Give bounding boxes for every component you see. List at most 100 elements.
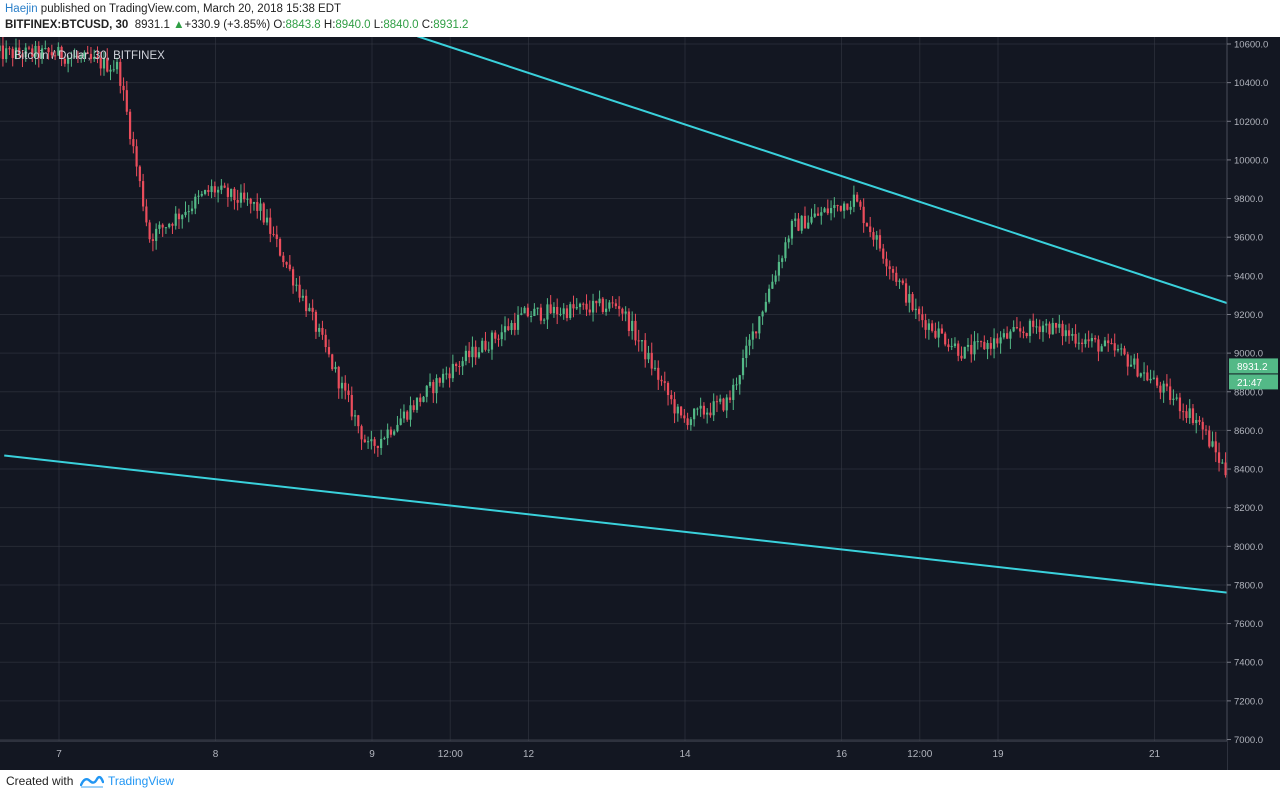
candle-body [722,398,725,411]
candle-body [957,343,960,356]
candle-body [816,213,820,216]
candle-body [803,215,807,229]
price-axis[interactable]: 10600.0 10400.0 10200.0 10000.0 9800.0 9600.0… [1227,40,1268,747]
candle-body [904,283,908,303]
x-tick-label: 12 [523,749,535,760]
candle-body [653,367,657,369]
candle-body [197,195,200,197]
candle-body [569,304,572,318]
candle-body [1074,333,1077,344]
candle-body [1025,333,1028,337]
candle-body [249,198,252,204]
candle-body [627,311,631,331]
candle-body [125,90,128,112]
candle-body [507,326,510,331]
candle-body [487,349,490,351]
candle-body [223,185,226,188]
candle-body [970,344,973,355]
candle-body [14,47,18,59]
candle-body [1191,408,1195,424]
close-label: C: [421,19,434,31]
candle-body [50,52,53,56]
price-tags: 8931.2 21:47 [1229,358,1278,390]
candle-body [927,323,930,330]
candle-body [745,345,748,359]
candle-body [921,314,924,321]
last-price-tag [1229,358,1278,374]
candle-body [738,375,741,385]
tradingview-logo-icon[interactable] [80,773,104,789]
candle-body [1211,441,1214,447]
candle-body [318,327,321,332]
candle-body [428,382,432,386]
candle-body [337,366,340,389]
x-tick-label: 21 [1149,749,1161,760]
candle-body [67,57,70,64]
x-tick-label: 16 [836,749,848,760]
publish-info: Haejin published on TradingView.com, Mar… [5,3,341,15]
candle-body [415,397,419,410]
candle-body [155,228,158,241]
trendlines [4,37,1280,600]
chart-title: Bitcoin / Dollar, 30, BITFINEX [14,50,165,62]
candle-body [213,186,216,193]
candle-body [849,206,852,210]
candle-body [702,405,706,415]
candle-body [614,303,617,307]
candle-body [190,208,194,212]
candle-body [1201,421,1204,430]
candle-body [441,373,445,383]
candle-body [908,294,911,303]
candle-body [761,311,764,317]
tradingview-brand[interactable]: TradingView [108,774,175,788]
candle-body [1067,330,1071,336]
candle-body [269,217,272,234]
candle-body [122,85,125,91]
candle-body [944,333,947,345]
candle-body [882,248,885,259]
candle-body [1058,323,1061,328]
candle-body [657,367,660,380]
candle-body [503,326,507,333]
candle-body [699,405,702,409]
candle-body [243,192,246,200]
x-tick-label: 12:00 [907,749,932,760]
candle-body [112,69,115,71]
candle-body [1061,323,1064,337]
candle-body [604,308,608,312]
candle-body [445,373,448,375]
candle-body [1126,354,1129,367]
candle-body [448,373,451,379]
candle-body [843,203,846,211]
candle-body [1012,327,1015,332]
candle-body [1041,325,1045,333]
candle-body [973,341,976,355]
candle-body [960,355,963,359]
candle-body [983,341,986,350]
candle-body [820,212,823,216]
symbol-label: BITFINEX:BTCUSD, 30 [5,19,129,31]
candle-body [1081,342,1084,344]
candle-body [931,323,934,331]
candle-body [1009,331,1012,339]
candle-body [174,213,177,226]
candle-body [396,424,399,432]
candle-body [239,192,243,203]
candle-body [86,52,89,54]
candle-body [598,298,601,304]
candle-body [220,185,223,190]
candle-body [725,397,728,411]
candle-body [562,308,565,314]
candle-body [670,395,673,400]
candle-body [1159,385,1162,393]
candle-body [898,280,901,282]
author-link[interactable]: Haejin [5,3,38,15]
candle-body [324,334,327,348]
candle-body [666,382,670,396]
candle-body [784,242,787,259]
candle-body [474,346,477,358]
candle-body [556,306,559,315]
price-chart[interactable]: $10,387dcLS(B)(A)HRSBull Wick(C) 10600.0… [0,37,1280,770]
candle-body [468,350,471,358]
